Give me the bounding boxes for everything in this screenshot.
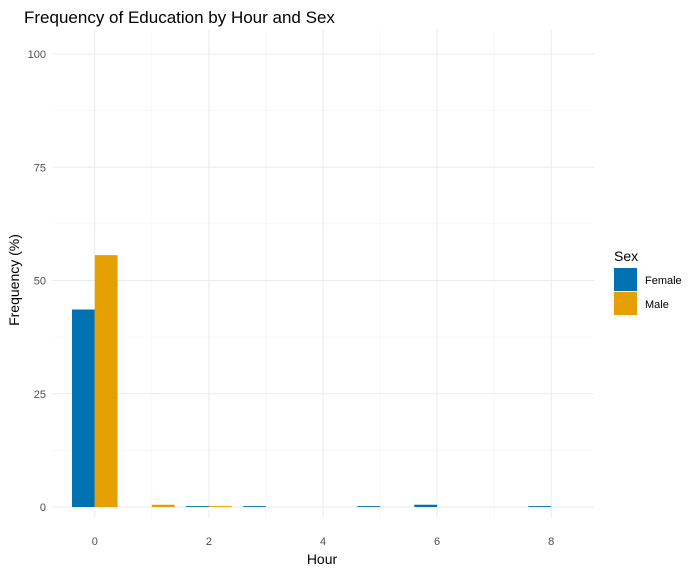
gridlines: [52, 30, 594, 518]
y-tick-label: 50: [34, 276, 46, 288]
x-axis-ticks: 0 2 4 6 8: [92, 536, 555, 548]
bar-female-hour-3: [243, 506, 266, 507]
legend-label-female: Female: [645, 275, 682, 287]
x-tick-label: 0: [92, 536, 98, 548]
x-tick-label: 6: [434, 536, 440, 548]
y-axis-title: Frequency (%): [6, 234, 22, 326]
bar-male-hour-1: [151, 504, 175, 507]
y-tick-label: 75: [34, 162, 46, 174]
legend-title: Sex: [614, 248, 638, 264]
x-tick-label: 8: [548, 536, 554, 548]
x-axis-title: Hour: [307, 551, 338, 567]
legend-label-male: Male: [645, 299, 669, 311]
y-tick-label: 0: [40, 502, 46, 514]
bar-male-hour-2: [208, 506, 232, 507]
x-tick-label: 2: [206, 536, 212, 548]
y-axis-ticks: 0 25 50 75 100: [28, 49, 46, 514]
x-tick-label: 4: [320, 536, 326, 548]
bar-male-hour-0: [94, 255, 118, 507]
bar-female-hour-6: [414, 504, 438, 507]
bar-female-hour-0: [71, 309, 95, 507]
chart-title: Frequency of Education by Hour and Sex: [24, 8, 335, 27]
bar-female-hour-5: [357, 506, 381, 507]
legend-key-male: [614, 292, 637, 315]
bar-female-hour-8: [528, 506, 552, 507]
y-tick-label: 25: [34, 389, 46, 401]
bars: [71, 255, 552, 507]
legend-key-female: [614, 268, 637, 291]
bar-female-hour-2: [186, 506, 209, 507]
y-tick-label: 100: [28, 49, 46, 61]
legend: Sex Female Male: [614, 248, 682, 315]
plot-panel: 0 25 50 75 100 0 2 4 6 8: [28, 30, 594, 548]
